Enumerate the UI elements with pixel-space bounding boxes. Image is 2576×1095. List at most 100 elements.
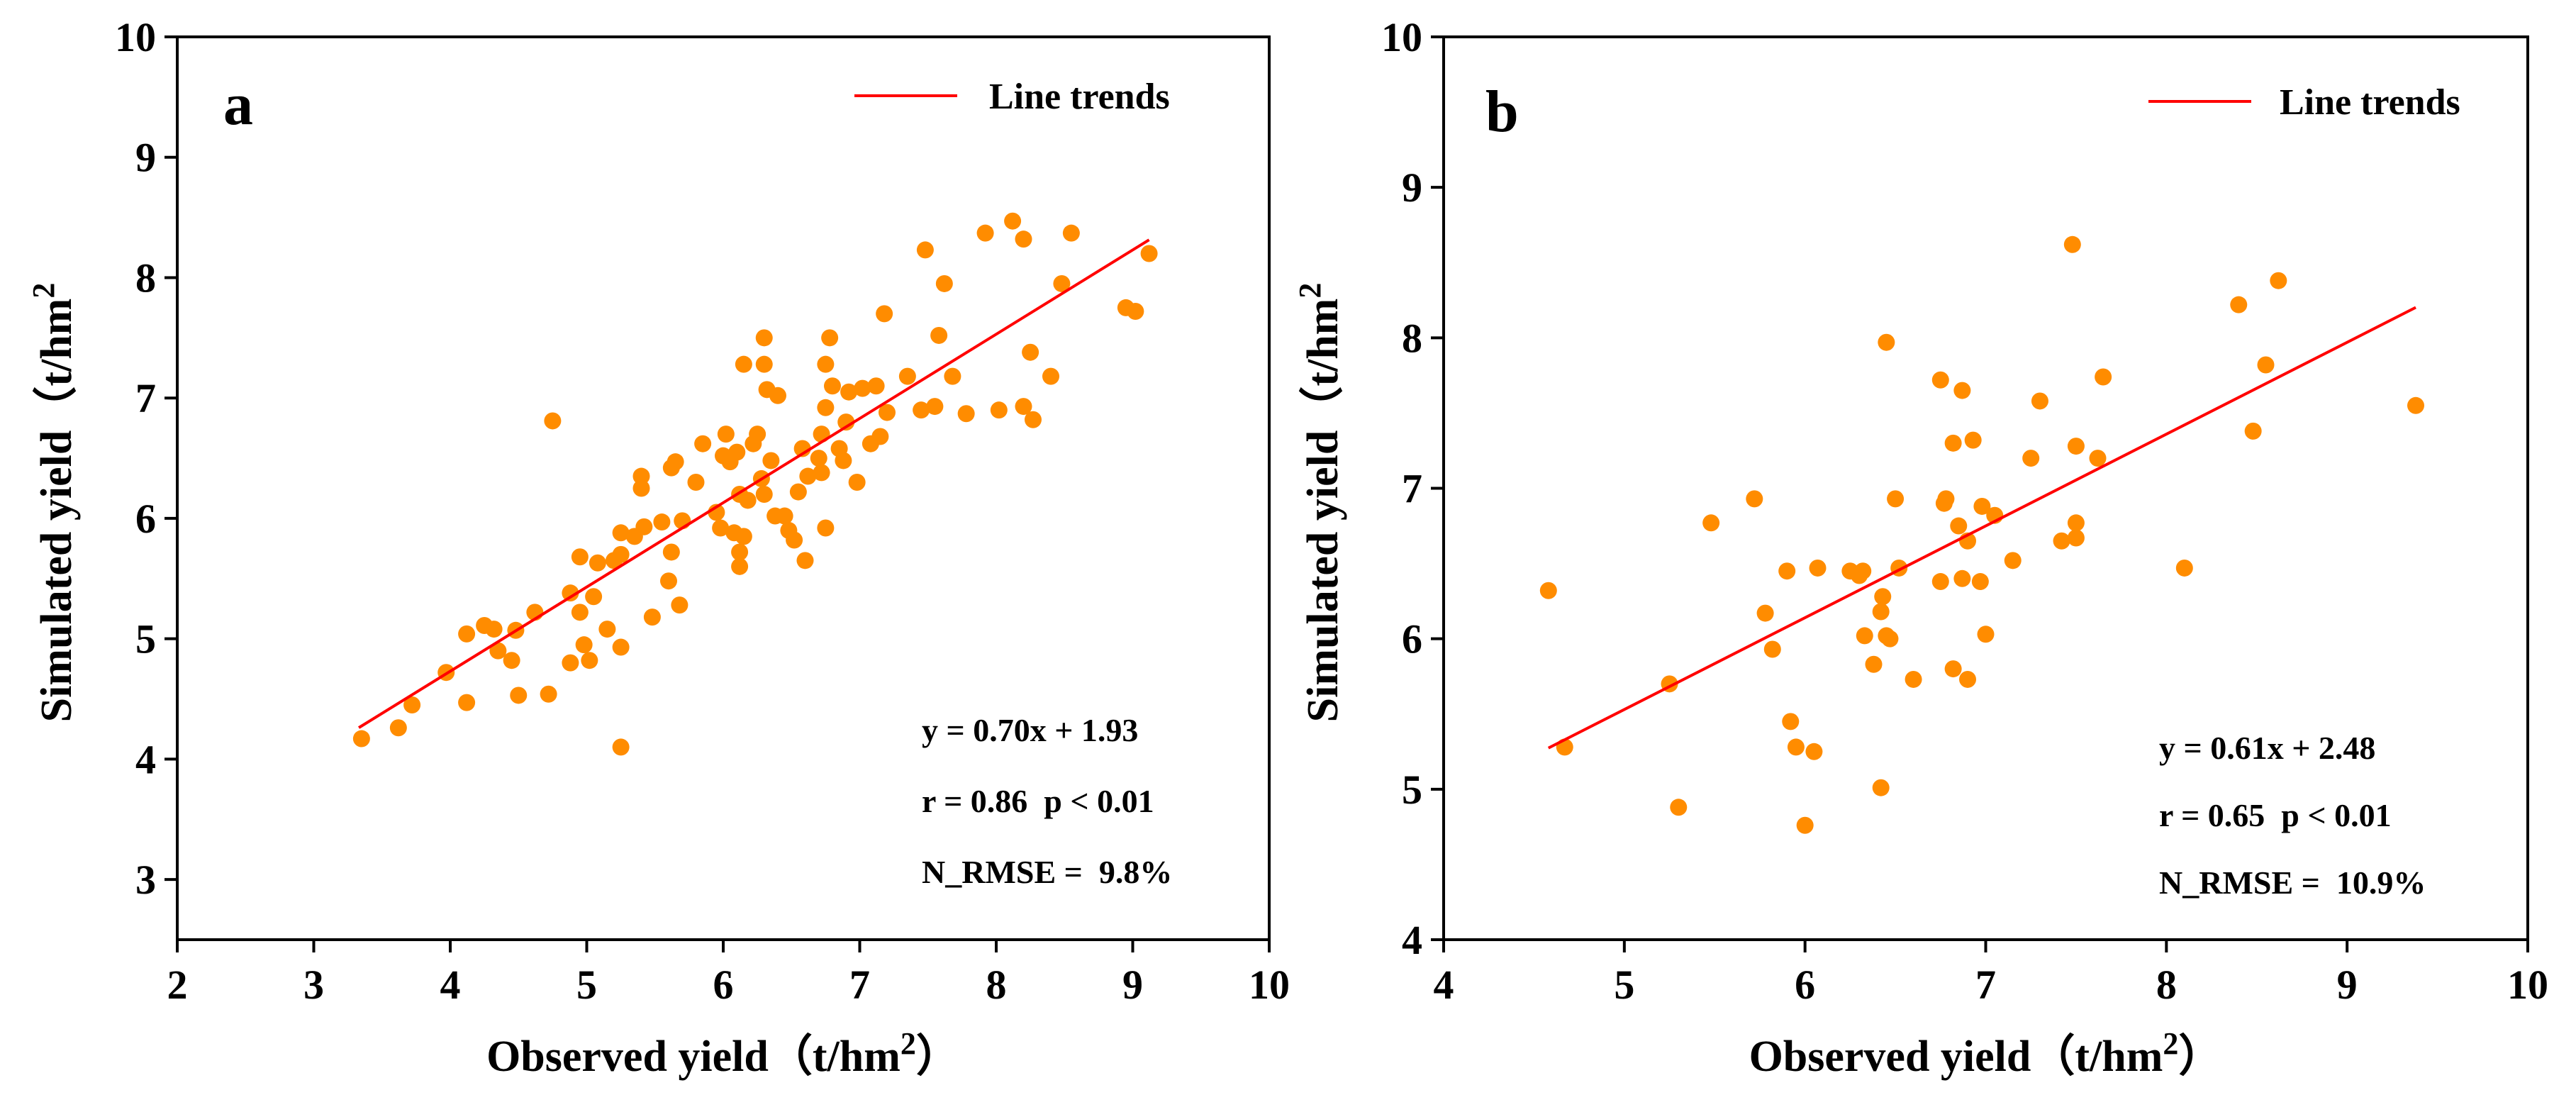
y-tick-label: 10	[115, 14, 156, 60]
stats-annotation: y = 0.70x + 1.93	[922, 712, 1138, 748]
trend-line	[357, 238, 1150, 729]
data-point	[2067, 529, 2085, 547]
data-point	[1140, 245, 1158, 262]
stats-annotation: r = 0.86 p < 0.01	[922, 783, 1154, 819]
x-axis-title-part-0: Observed yield	[486, 1033, 769, 1081]
data-point	[813, 426, 830, 443]
data-point	[2067, 438, 2085, 455]
data-point	[635, 518, 653, 535]
legend-label: Line trends	[2280, 82, 2460, 123]
data-point	[1796, 816, 1814, 834]
y-axis-title: Simulated yield（t/hm2	[1293, 283, 1348, 723]
data-point	[1950, 517, 1968, 535]
data-point	[2244, 422, 2262, 440]
x-axis-title-part-1: （t/hm	[2031, 1031, 2163, 1081]
data-point	[837, 413, 855, 431]
x-tick-label: 5	[576, 962, 597, 1008]
x-tick-label: 8	[986, 962, 1007, 1008]
data-point	[1881, 630, 1899, 647]
data-point	[662, 543, 680, 561]
data-point	[1756, 604, 1774, 622]
data-point	[916, 241, 934, 259]
data-point	[876, 305, 893, 323]
data-point	[1953, 382, 1971, 399]
data-point	[1015, 398, 1032, 416]
y-axis-title-part-1: （t/hm	[1298, 299, 1347, 430]
data-point	[562, 654, 579, 672]
data-point	[813, 464, 830, 482]
data-point	[612, 545, 630, 563]
data-point	[930, 326, 948, 344]
data-point	[1127, 302, 1144, 320]
data-point	[1931, 573, 1949, 591]
data-point	[575, 636, 593, 654]
y-tick-label: 6	[135, 496, 156, 542]
data-point	[762, 452, 780, 469]
data-point	[458, 694, 476, 711]
data-point	[957, 405, 975, 423]
data-point	[926, 398, 944, 416]
data-point	[1959, 670, 1977, 688]
data-point	[612, 524, 630, 542]
data-point	[667, 453, 684, 471]
data-point	[2257, 356, 2275, 374]
stats-annotation: y = 0.61x + 2.48	[2159, 730, 2375, 766]
data-point	[671, 596, 688, 614]
y-axis-title-part-1: （t/hm	[31, 299, 81, 430]
x-tick-label: 8	[2156, 962, 2177, 1008]
data-point	[1944, 660, 1962, 678]
data-point	[1024, 411, 1042, 428]
stats-annotation: N_RMSE = 10.9%	[2159, 865, 2426, 901]
data-point	[1964, 431, 1982, 449]
y-axis-title-part-0: Simulated yield	[1299, 430, 1347, 723]
data-point	[1872, 603, 1890, 621]
y-tick-label: 8	[135, 255, 156, 301]
x-tick-label: 10	[2507, 962, 2548, 1008]
y-tick-label: 3	[135, 857, 156, 903]
data-point	[352, 730, 370, 747]
data-point	[817, 355, 835, 373]
data-point	[2089, 450, 2107, 467]
stats-annotation: r = 0.65 p < 0.01	[2159, 797, 2392, 833]
data-point	[731, 543, 749, 561]
data-point	[562, 584, 579, 602]
data-point	[840, 383, 858, 401]
y-tick-label: 9	[1402, 165, 1422, 211]
data-point	[1809, 559, 1827, 577]
data-point	[786, 531, 803, 549]
data-point	[1854, 562, 1872, 580]
data-point	[1944, 434, 1962, 452]
x-tick-label: 4	[440, 962, 461, 1008]
data-point	[1977, 626, 1995, 643]
y-tick-label: 4	[135, 736, 156, 782]
data-point	[976, 224, 994, 242]
x-tick-label: 9	[2337, 962, 2358, 1008]
data-point	[735, 355, 752, 373]
data-point	[585, 588, 603, 606]
data-point	[867, 377, 885, 395]
y-axis-title-part-0: Simulated yield	[33, 430, 81, 723]
data-point	[612, 638, 630, 656]
data-point	[2175, 559, 2193, 577]
data-point	[1778, 562, 1796, 580]
data-point	[776, 507, 793, 525]
data-point	[817, 399, 835, 416]
data-point	[1856, 627, 1873, 645]
y-axis-title-part-2: 2	[26, 283, 61, 299]
data-point	[1937, 490, 1955, 508]
data-point	[2031, 392, 2048, 410]
data-point	[485, 621, 503, 638]
data-point	[571, 604, 589, 621]
data-point	[687, 474, 705, 491]
y-axis-title-part-2: 2	[1293, 283, 1327, 299]
data-point	[1805, 743, 1823, 760]
data-point	[1702, 514, 1720, 532]
x-tick-label: 4	[1434, 962, 1454, 1008]
y-tick-label: 5	[135, 616, 156, 662]
data-point	[1042, 367, 1059, 385]
y-tick-label: 4	[1402, 917, 1422, 963]
data-point	[799, 467, 817, 485]
data-point	[769, 387, 786, 404]
